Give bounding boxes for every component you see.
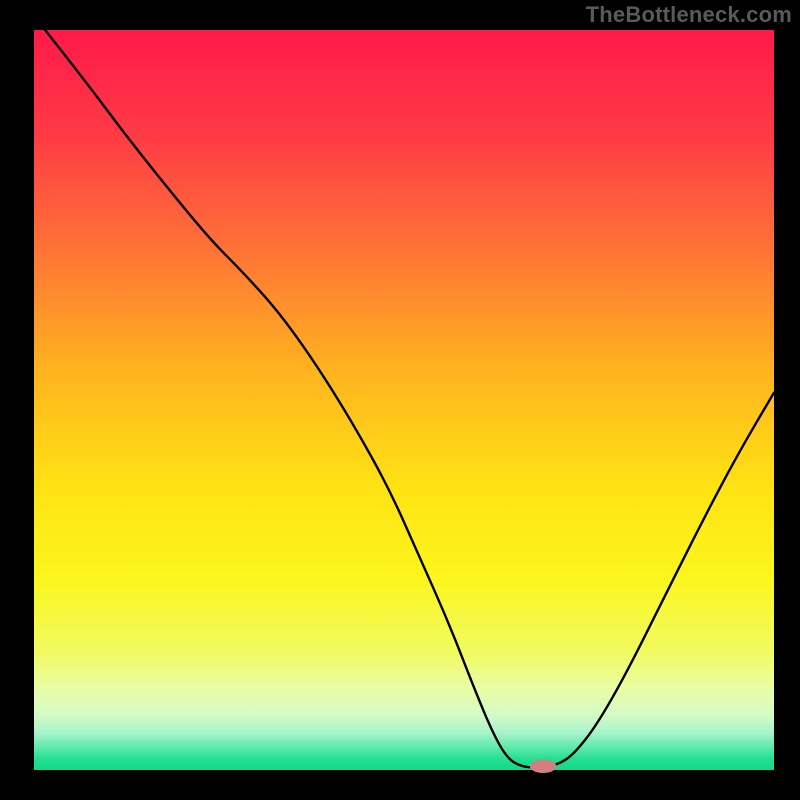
chart-container: TheBottleneck.com — [0, 0, 800, 800]
chart-plot-area — [34, 30, 774, 770]
minimum-marker — [530, 760, 557, 773]
watermark-label: TheBottleneck.com — [586, 2, 792, 28]
bottleneck-chart — [0, 0, 800, 800]
